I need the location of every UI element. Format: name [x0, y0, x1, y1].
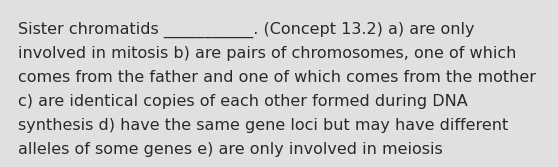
Text: synthesis d) have the same gene loci but may have different: synthesis d) have the same gene loci but…: [18, 118, 508, 133]
Text: Sister chromatids ___________. (Concept 13.2) a) are only: Sister chromatids ___________. (Concept …: [18, 22, 474, 38]
Text: alleles of some genes e) are only involved in meiosis: alleles of some genes e) are only involv…: [18, 142, 442, 157]
Text: involved in mitosis b) are pairs of chromosomes, one of which: involved in mitosis b) are pairs of chro…: [18, 46, 516, 61]
Text: c) are identical copies of each other formed during DNA: c) are identical copies of each other fo…: [18, 94, 468, 109]
Text: comes from the father and one of which comes from the mother: comes from the father and one of which c…: [18, 70, 536, 85]
